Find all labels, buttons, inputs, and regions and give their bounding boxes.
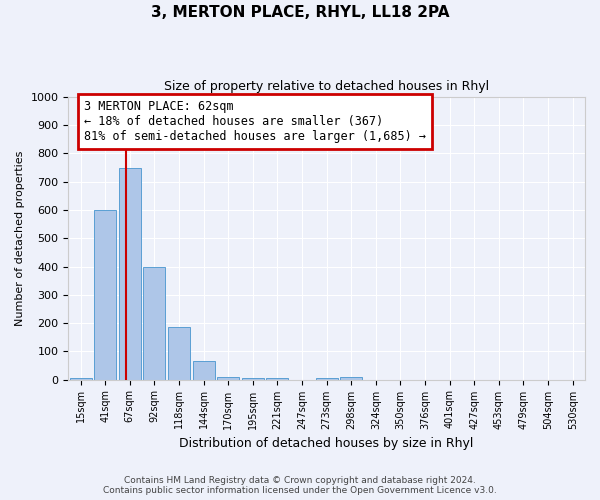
Bar [119, 168, 141, 380]
Text: Contains HM Land Registry data © Crown copyright and database right 2024.
Contai: Contains HM Land Registry data © Crown c… [103, 476, 497, 495]
Bar [316, 378, 338, 380]
Bar [340, 376, 362, 380]
Title: Size of property relative to detached houses in Rhyl: Size of property relative to detached ho… [164, 80, 489, 93]
Bar [242, 378, 264, 380]
Bar [70, 378, 92, 380]
Text: 3, MERTON PLACE, RHYL, LL18 2PA: 3, MERTON PLACE, RHYL, LL18 2PA [151, 5, 449, 20]
Bar [193, 361, 215, 380]
Text: 3 MERTON PLACE: 62sqm
← 18% of detached houses are smaller (367)
81% of semi-det: 3 MERTON PLACE: 62sqm ← 18% of detached … [84, 100, 426, 143]
X-axis label: Distribution of detached houses by size in Rhyl: Distribution of detached houses by size … [179, 437, 474, 450]
Bar [168, 328, 190, 380]
Bar [266, 378, 289, 380]
Bar [217, 376, 239, 380]
Bar [143, 266, 166, 380]
Y-axis label: Number of detached properties: Number of detached properties [15, 150, 25, 326]
Bar [94, 210, 116, 380]
